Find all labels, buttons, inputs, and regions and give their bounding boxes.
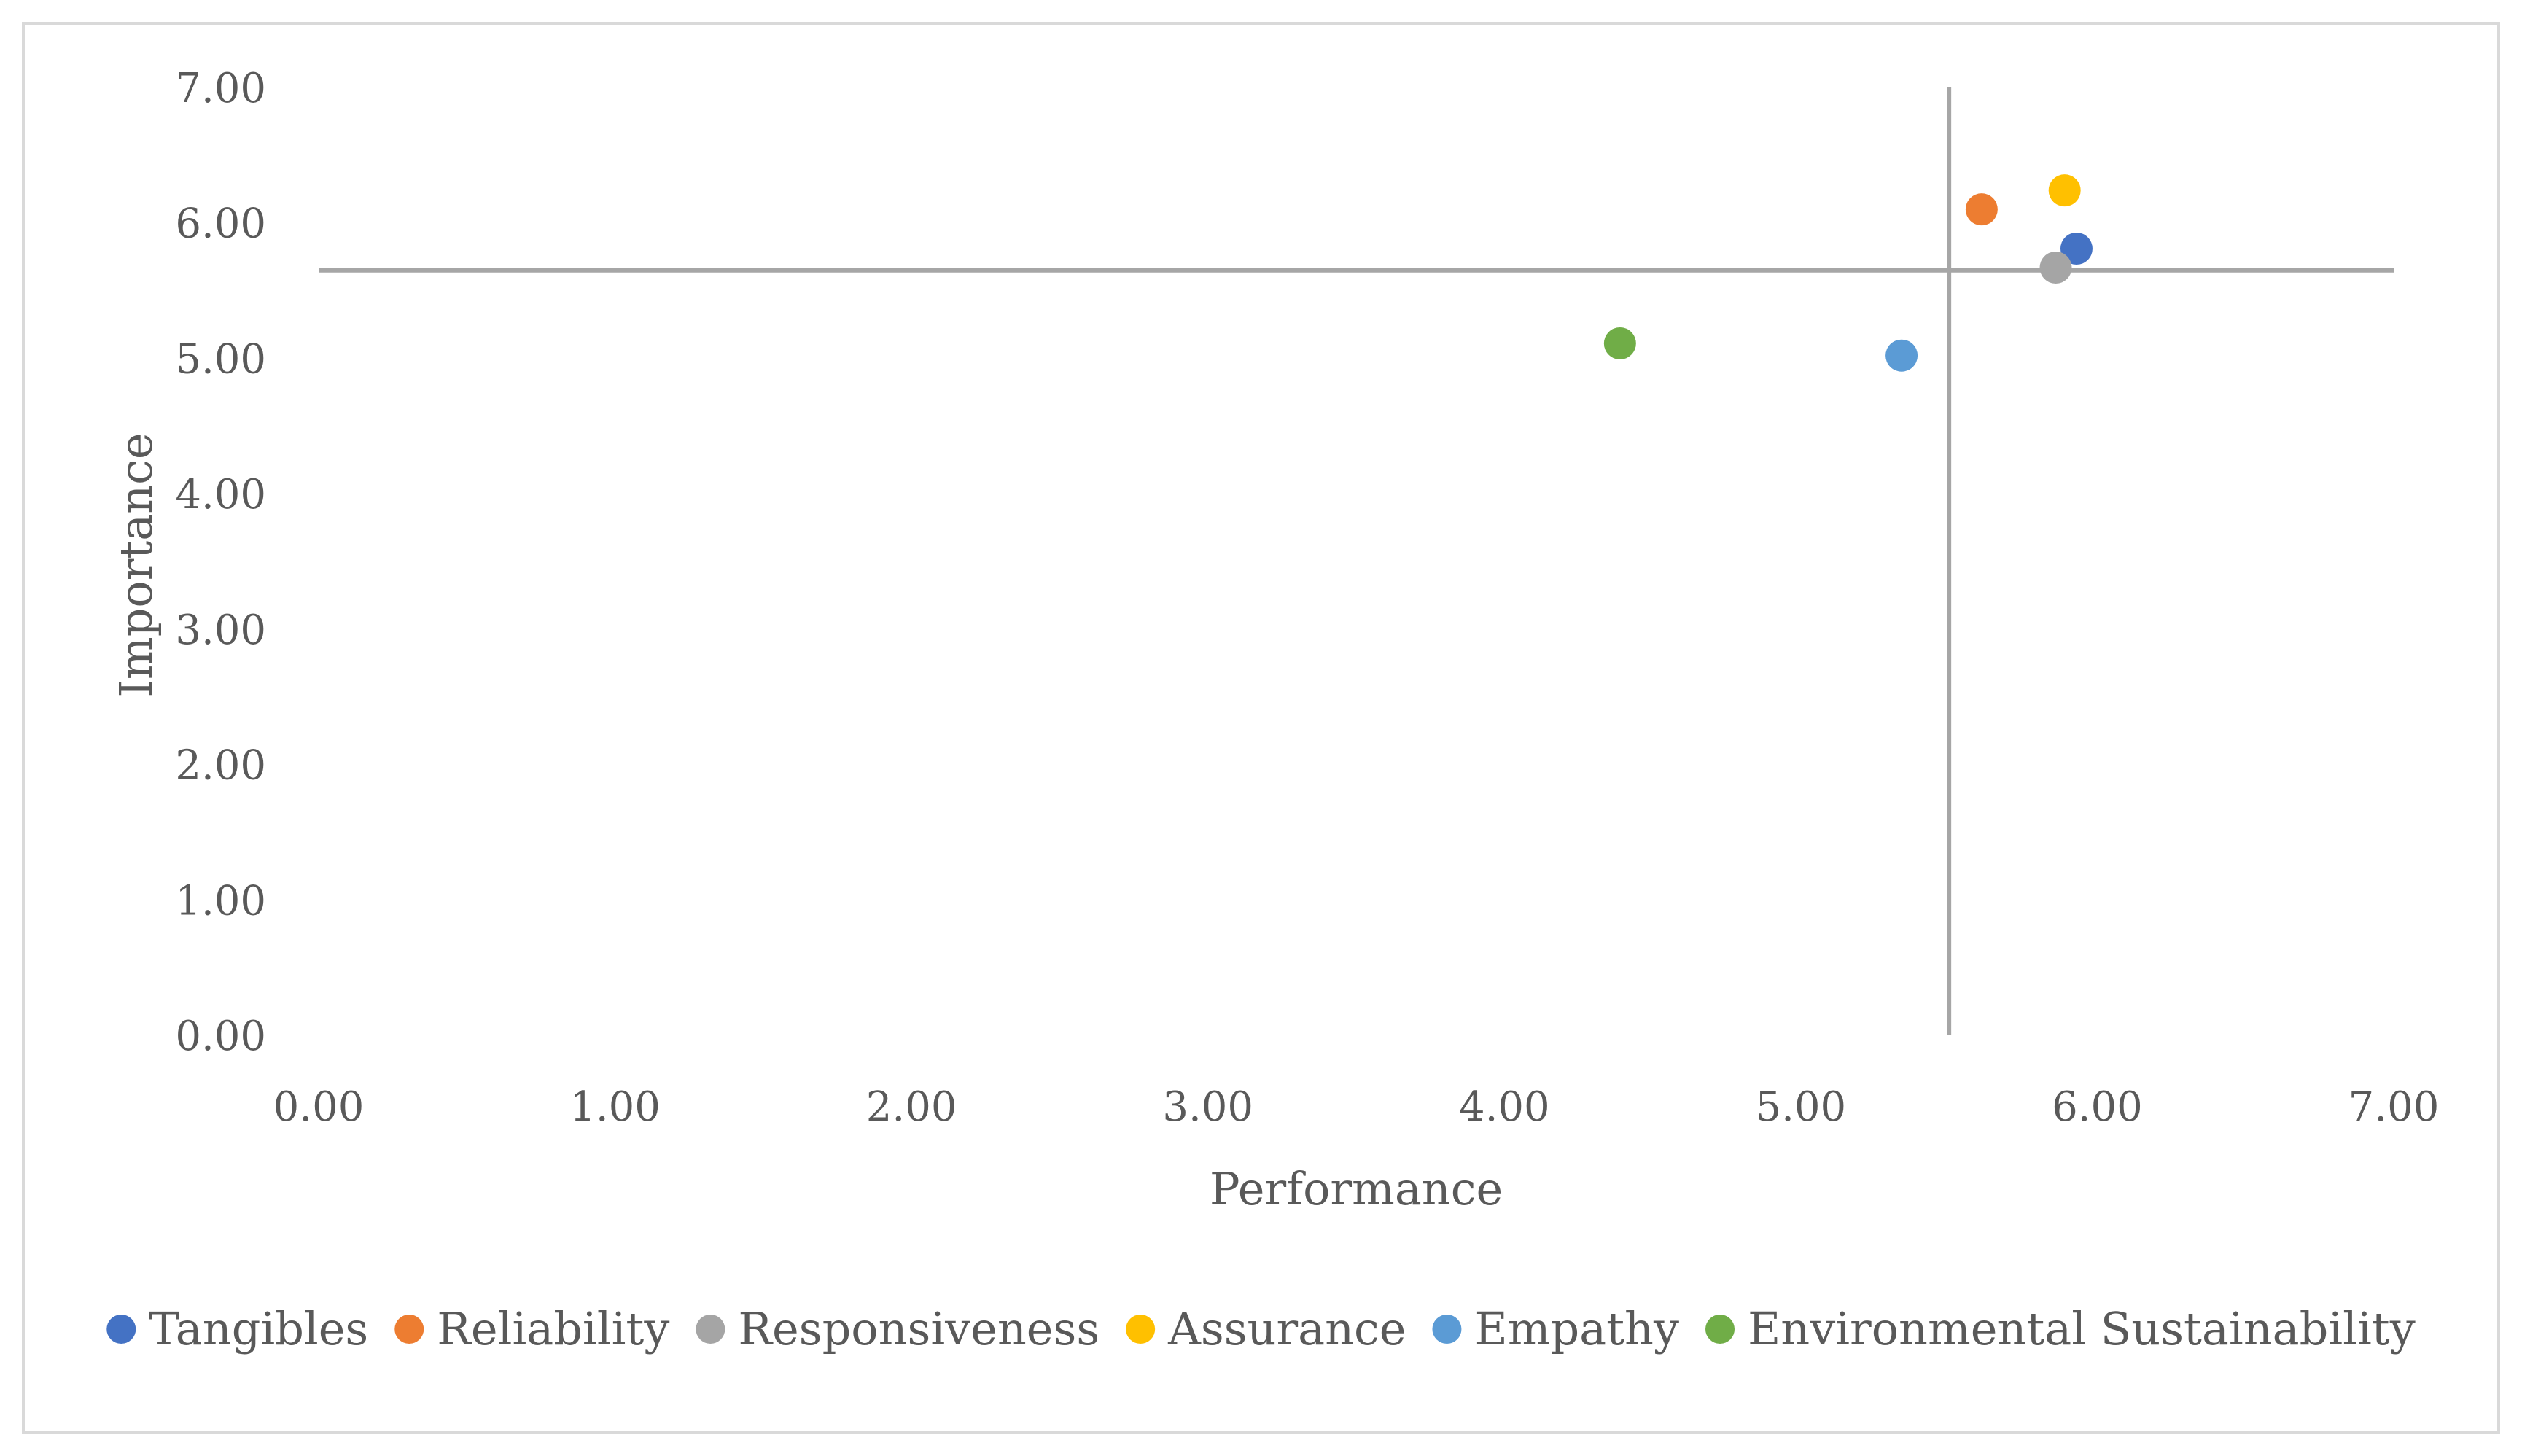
legend-label: Assurance — [1167, 1302, 1406, 1355]
x-tick-label: 4.00 — [1459, 1083, 1550, 1131]
legend-marker-icon — [1126, 1315, 1156, 1344]
legend-label: Responsiveness — [738, 1302, 1100, 1355]
legend-marker-icon — [696, 1315, 725, 1344]
x-tick-label: 0.00 — [273, 1083, 365, 1131]
y-axis-title: Importance — [109, 432, 163, 697]
legend-label: Reliability — [437, 1302, 669, 1355]
x-axis-title: Performance — [1210, 1162, 1503, 1215]
data-point-empathy — [1885, 339, 1918, 372]
legend-marker-icon — [106, 1315, 136, 1344]
legend-item: Tangibles — [106, 1302, 368, 1355]
reference-lines — [319, 87, 2394, 1035]
y-tick-label: 7.00 — [175, 65, 266, 112]
legend-item: Reliability — [394, 1302, 669, 1355]
y-tick-label: 3.00 — [175, 607, 266, 654]
x-tick-label: 6.00 — [2052, 1083, 2143, 1131]
legend-label: Environmental Sustainability — [1748, 1302, 2416, 1355]
legend-item: Empathy — [1432, 1302, 1679, 1355]
legend-item: Assurance — [1126, 1302, 1406, 1355]
y-tick-label: 0.00 — [175, 1013, 266, 1060]
x-tick-label: 3.00 — [1162, 1083, 1253, 1131]
legend-marker-icon — [1705, 1315, 1735, 1344]
legend-marker-icon — [1432, 1315, 1462, 1344]
y-axis-ticks: 0.00 1.00 2.00 3.00 4.00 5.00 6.00 7.00 — [175, 65, 266, 1060]
x-tick-label: 2.00 — [866, 1083, 957, 1131]
x-tick-label: 7.00 — [2348, 1083, 2440, 1131]
y-tick-label: 4.00 — [175, 471, 266, 518]
legend-label: Empathy — [1474, 1302, 1679, 1355]
legend-label: Tangibles — [149, 1302, 368, 1355]
legend-item: Responsiveness — [696, 1302, 1100, 1355]
y-tick-label: 5.00 — [175, 335, 266, 383]
x-tick-label: 1.00 — [569, 1083, 661, 1131]
legend-item: Environmental Sustainability — [1705, 1302, 2416, 1355]
y-tick-label: 1.00 — [175, 877, 266, 924]
x-tick-label: 5.00 — [1756, 1083, 1847, 1131]
legend-marker-icon — [394, 1315, 424, 1344]
data-point-tangibles — [2060, 233, 2093, 265]
data-point-assurance — [2048, 174, 2081, 207]
y-tick-label: 6.00 — [175, 201, 266, 248]
x-axis-ticks: 0.00 1.00 2.00 3.00 4.00 5.00 6.00 7.00 — [273, 1083, 2440, 1131]
data-point-responsiveness — [2039, 252, 2072, 284]
y-tick-label: 2.00 — [175, 742, 266, 790]
data-point-reliability — [1965, 193, 1998, 226]
data-point-environmental-sustainability — [1603, 327, 1636, 359]
legend: Tangibles Reliability Responsiveness Assura… — [106, 1302, 2416, 1355]
data-points — [1603, 174, 2093, 372]
